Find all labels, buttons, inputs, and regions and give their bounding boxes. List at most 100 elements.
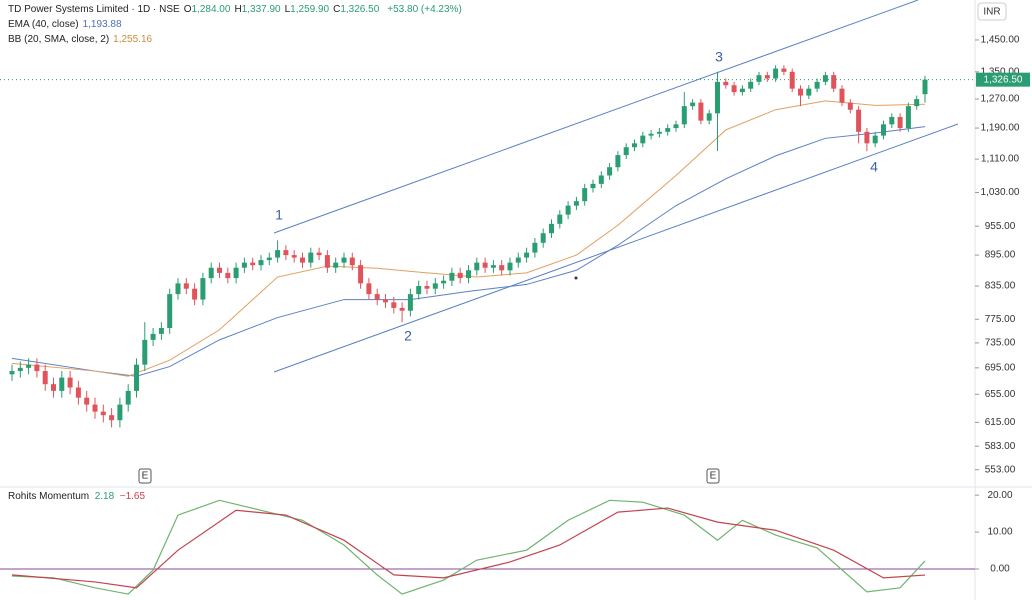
y-tick-label: 955.00 bbox=[985, 221, 1016, 232]
bb-name: BB (20, SMA, close, 2) bbox=[8, 34, 110, 45]
event-label: E bbox=[710, 471, 717, 482]
currency-box[interactable] bbox=[977, 2, 1007, 21]
candle-body bbox=[75, 387, 81, 398]
candle-body bbox=[449, 272, 455, 281]
symbol-row: TD Power Systems Limited · 1D · NSE O1,28… bbox=[8, 2, 466, 17]
candle-body bbox=[507, 262, 513, 271]
candle-body bbox=[715, 81, 720, 114]
candle-body bbox=[241, 262, 247, 268]
candle-body bbox=[34, 364, 40, 372]
candle-body bbox=[656, 131, 662, 134]
candle-body bbox=[665, 128, 671, 132]
y-tick-label: 695.00 bbox=[985, 362, 1016, 373]
ohlc-key: O bbox=[183, 4, 192, 15]
ema-row: EMA (40, close) 1,193.88 bbox=[8, 17, 466, 32]
candle-body bbox=[615, 155, 621, 168]
candle-body bbox=[17, 367, 23, 372]
y-tick-label: 1,350.00 bbox=[981, 66, 1020, 77]
candle-body bbox=[573, 201, 579, 206]
momentum-line bbox=[11, 499, 926, 595]
candle-body bbox=[723, 81, 729, 86]
candle-body bbox=[640, 135, 646, 144]
candle-body bbox=[839, 88, 845, 103]
candle-body bbox=[466, 270, 471, 279]
y-tick-label: 735.00 bbox=[985, 338, 1016, 349]
candle-body bbox=[524, 252, 530, 258]
candle-body bbox=[881, 124, 886, 136]
candle-body bbox=[67, 377, 73, 388]
change: +53.80 (+4.23%) bbox=[387, 4, 462, 15]
candle-body bbox=[300, 257, 305, 263]
candle-body bbox=[383, 299, 388, 303]
dot bbox=[574, 276, 578, 280]
y-tick-label: 553.00 bbox=[985, 464, 1016, 475]
legend: TD Power Systems Limited · 1D · NSE O1,28… bbox=[8, 2, 466, 47]
y-tick-label: 615.00 bbox=[985, 417, 1016, 428]
bb-value: 1,255.16 bbox=[113, 34, 153, 45]
candle-body bbox=[416, 286, 422, 295]
last-price-box bbox=[976, 72, 1030, 87]
candle-body bbox=[457, 272, 463, 279]
candle-body bbox=[142, 339, 148, 365]
trend-line bbox=[273, 0, 919, 234]
ohlc-value: 1,337.90 bbox=[241, 4, 281, 15]
currency: INR bbox=[983, 7, 1000, 18]
candle-body bbox=[690, 102, 696, 107]
candle-body bbox=[374, 294, 380, 300]
candle-body bbox=[424, 286, 430, 289]
candle-body bbox=[117, 404, 123, 421]
candle-body bbox=[125, 390, 131, 405]
candle-body bbox=[773, 68, 779, 79]
candle-body bbox=[9, 371, 15, 375]
candle-body bbox=[225, 272, 231, 279]
candle-body bbox=[432, 283, 438, 289]
event-label: E bbox=[142, 471, 149, 482]
candle-body bbox=[109, 415, 115, 421]
y-tick-label: 1,030.00 bbox=[981, 187, 1020, 198]
last-price-label: 1,326.50 bbox=[984, 74, 1023, 85]
ohlc-key: C bbox=[333, 4, 341, 15]
candle-body bbox=[266, 257, 272, 261]
candle-body bbox=[706, 113, 712, 121]
bb-row: BB (20, SMA, close, 2) 1,255.16 bbox=[8, 32, 466, 47]
y-tick-label: 0.00 bbox=[990, 564, 1010, 575]
wave-label: 1 bbox=[275, 207, 283, 223]
candle-body bbox=[192, 288, 198, 300]
y-tick-label: 10.00 bbox=[987, 527, 1012, 538]
wave-label: 2 bbox=[404, 328, 412, 344]
y-tick-label: 1,450.00 bbox=[981, 35, 1020, 46]
candle-body bbox=[557, 214, 563, 224]
candle-body bbox=[358, 265, 364, 284]
y-tick-label: 20.00 bbox=[987, 490, 1012, 501]
ohlc: O1,284.00 H1,337.90 L1,259.90 C1,326.50 bbox=[184, 4, 384, 15]
candle-body bbox=[316, 252, 322, 256]
candle-body bbox=[540, 233, 546, 243]
candle-body bbox=[482, 262, 488, 268]
candle-body bbox=[175, 283, 181, 295]
candle-body bbox=[333, 262, 339, 268]
candle-body bbox=[856, 109, 862, 132]
ohlc-key: L bbox=[284, 4, 291, 15]
candle-body bbox=[748, 81, 754, 89]
candle-body bbox=[698, 102, 704, 121]
candle-body bbox=[648, 133, 654, 136]
candle-body bbox=[814, 81, 820, 89]
ema-name: EMA (40, close) bbox=[8, 19, 79, 30]
candle-body bbox=[391, 302, 397, 308]
candle-body bbox=[598, 175, 604, 184]
ohlc-value: 1,284.00 bbox=[191, 4, 231, 15]
candle-body bbox=[607, 167, 613, 176]
momentum-line bbox=[11, 507, 926, 589]
candle-body bbox=[673, 124, 679, 129]
candle-body bbox=[549, 223, 554, 234]
candle-body bbox=[789, 71, 795, 89]
candle-body bbox=[490, 265, 496, 268]
momentum-title: Rohits Momentum bbox=[8, 491, 90, 502]
candle-body bbox=[798, 88, 803, 96]
candle-body bbox=[565, 205, 571, 215]
ohlc-value: 1,326.50 bbox=[340, 4, 380, 15]
candle-body bbox=[922, 79, 928, 95]
event-marker bbox=[138, 468, 152, 484]
momentum-legend: Rohits Momentum 2.18 −1.65 bbox=[8, 491, 145, 502]
